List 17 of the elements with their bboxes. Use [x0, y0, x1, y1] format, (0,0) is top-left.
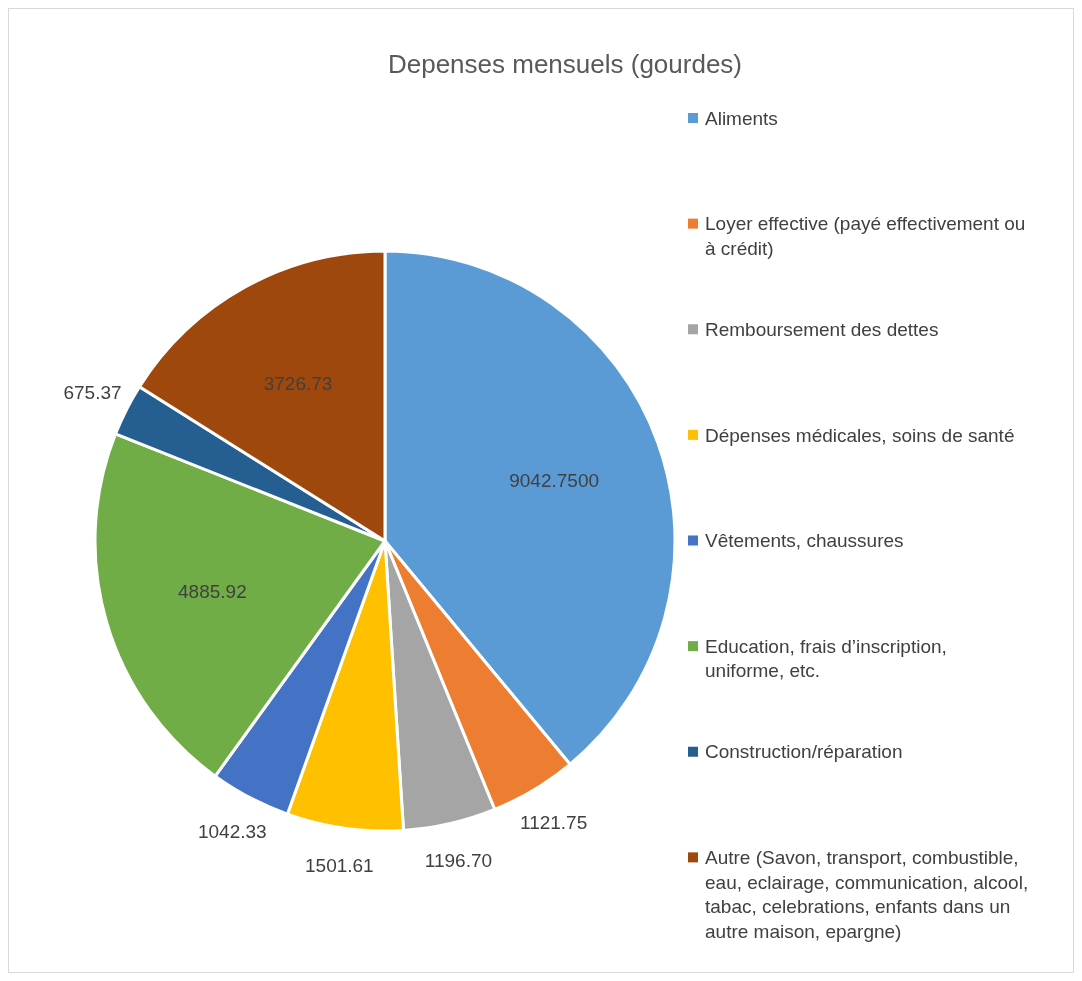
data-label: 4885.92 [178, 580, 247, 602]
legend-label: Education, frais d’inscription, uniforme, etc. [705, 635, 947, 682]
legend-label: Dépenses médicales, soins de santé [705, 424, 1015, 446]
data-label: 1042.33 [197, 820, 267, 842]
data-label: 1121.75 [519, 811, 588, 833]
legend-label: Vêtements, chaussures [705, 530, 904, 552]
legend-label: Construction/réparation [705, 741, 903, 763]
legend-label: Remboursement des dettes [705, 318, 939, 340]
data-label: 3726.73 [263, 373, 333, 395]
legend-label: Autre (Savon, transport, combustible, eau, eclairage, communication, alcool, tabac, celebrations, enfants dans un autre maison, epargne) [705, 847, 1029, 943]
data-label: 9042.7500 [509, 469, 600, 491]
data-label: 1196.70 [424, 850, 493, 872]
legend-label: Loyer effective (payé effectivement ou à crédit) [705, 213, 1026, 259]
data-label: 675.37 [63, 382, 122, 404]
legend-label: Aliments [705, 107, 778, 129]
data-label: 1501.61 [305, 855, 374, 877]
chart-title: Depenses mensuels (gourdes) [387, 49, 743, 79]
